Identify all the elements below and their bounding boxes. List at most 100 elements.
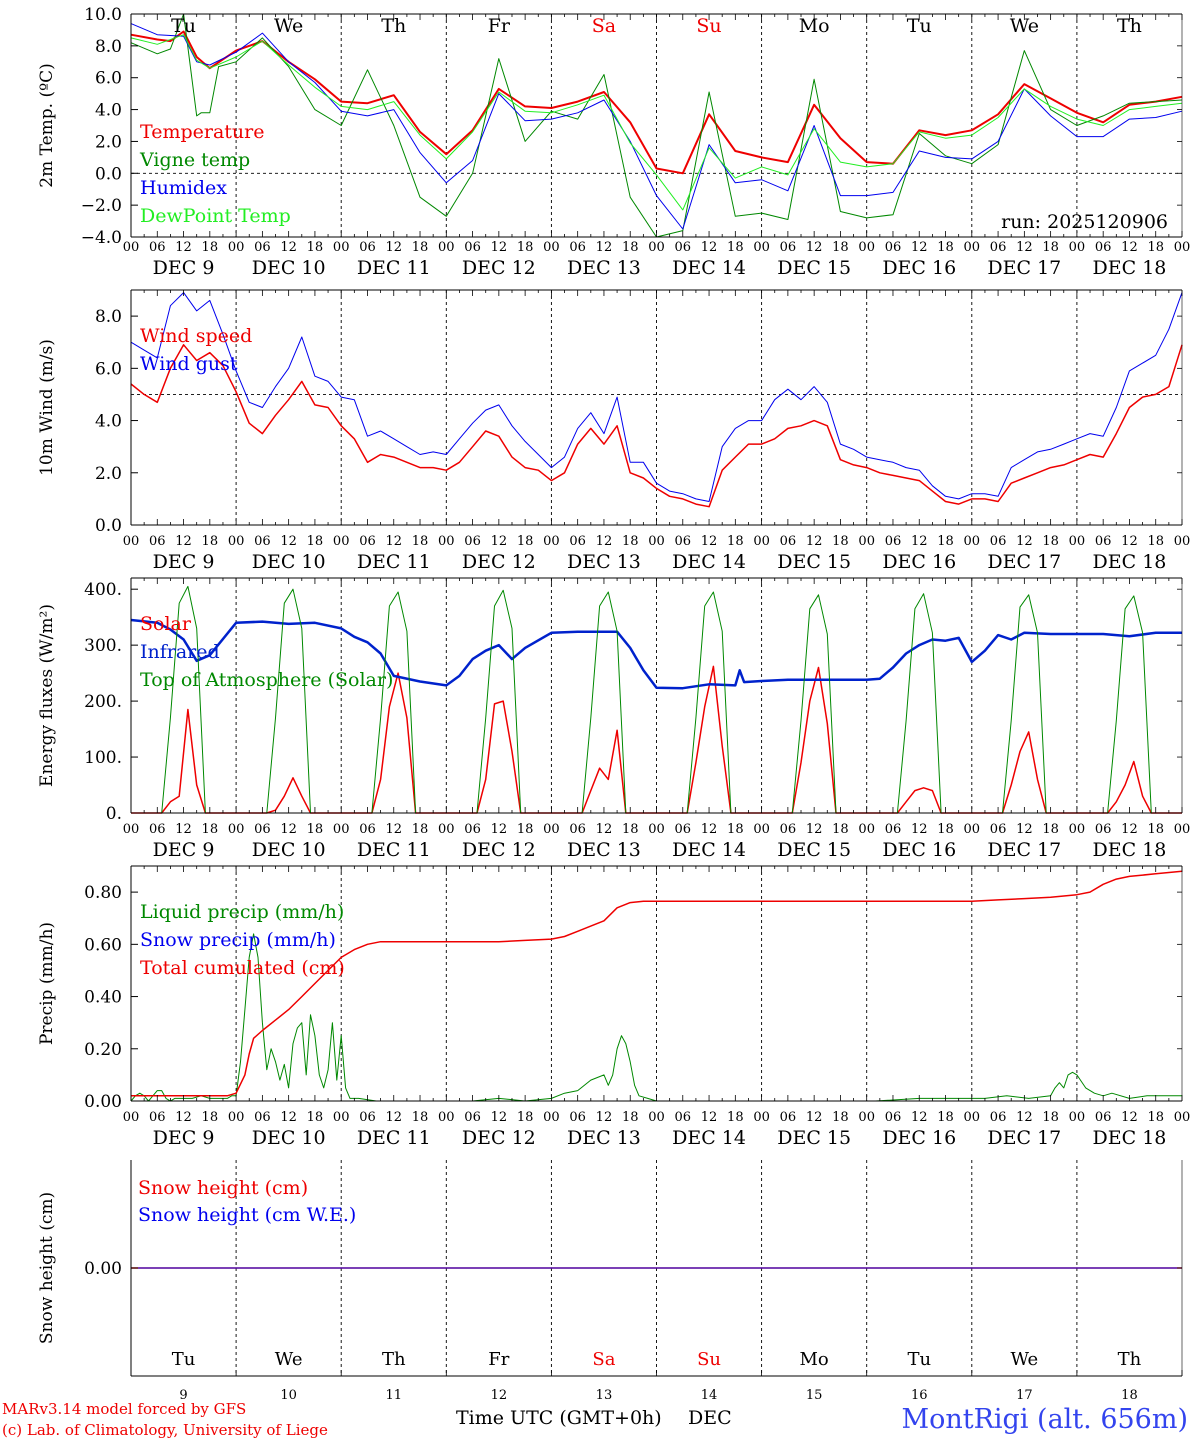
hour-label: 18 bbox=[307, 1110, 324, 1125]
y-tick-label: 2.0 bbox=[95, 464, 122, 484]
hour-label: 00 bbox=[1174, 1110, 1191, 1125]
weekday-label: Fr bbox=[488, 15, 511, 37]
hour-label: 18 bbox=[412, 822, 429, 837]
hour-label: 00 bbox=[648, 534, 665, 549]
wind-y-axis-title: 10m Wind (m/s) bbox=[37, 339, 57, 476]
date-label: DEC 17 bbox=[987, 1127, 1061, 1149]
hour-label: 12 bbox=[1121, 534, 1138, 549]
hour-label: 12 bbox=[911, 1110, 928, 1125]
hour-label: 06 bbox=[780, 240, 797, 255]
weekday-label: Th bbox=[1118, 1349, 1142, 1370]
hour-label: 12 bbox=[911, 534, 928, 549]
hour-label: 12 bbox=[806, 1110, 823, 1125]
hour-label: 12 bbox=[491, 534, 508, 549]
hour-label: 12 bbox=[701, 822, 718, 837]
hour-label: 06 bbox=[359, 822, 376, 837]
date-label: DEC 16 bbox=[882, 1127, 956, 1149]
hour-label: 18 bbox=[832, 534, 849, 549]
hour-label: 12 bbox=[385, 822, 402, 837]
hour-label: 12 bbox=[806, 534, 823, 549]
y-tick-label: 0.60 bbox=[84, 935, 122, 955]
hour-label: 06 bbox=[675, 822, 692, 837]
hour-label: 18 bbox=[307, 822, 324, 837]
date-label: DEC 13 bbox=[567, 1127, 641, 1149]
y-tick-label: 8.0 bbox=[95, 307, 122, 327]
date-label: DEC 15 bbox=[777, 551, 851, 573]
hour-label: 06 bbox=[569, 534, 586, 549]
hour-label: 00 bbox=[753, 240, 770, 255]
hour-label: 18 bbox=[1147, 1110, 1164, 1125]
legend-liquid-precip-mm-h-: Liquid precip (mm/h) bbox=[140, 901, 344, 923]
hour-label: 00 bbox=[648, 1110, 665, 1125]
hour-label: 06 bbox=[464, 534, 481, 549]
hour-label: 06 bbox=[885, 1110, 902, 1125]
hour-label: 12 bbox=[1016, 240, 1033, 255]
snow-panel: 0.00 Snow height (cm) Snow height (cm) Snow… bbox=[37, 1160, 1183, 1403]
y-tick-label: 0.20 bbox=[84, 1040, 122, 1060]
hour-label: 12 bbox=[1016, 1110, 1033, 1125]
energy-series-infrared bbox=[130, 618, 1182, 690]
temp-series-dewpoint-temp bbox=[130, 34, 1183, 211]
y-tick-label: 300. bbox=[84, 636, 122, 656]
day-number-label: 12 bbox=[491, 1388, 508, 1403]
hour-label: 00 bbox=[438, 534, 455, 549]
date-label: DEC 18 bbox=[1093, 839, 1167, 861]
y-tick-label: 2.0 bbox=[95, 132, 122, 152]
date-label: DEC 14 bbox=[672, 551, 746, 573]
hour-label: 06 bbox=[1095, 240, 1112, 255]
hour-label: 18 bbox=[622, 822, 639, 837]
x-axis-unit: DEC bbox=[688, 1407, 732, 1429]
hour-label: 18 bbox=[1147, 240, 1164, 255]
hour-label: 18 bbox=[307, 240, 324, 255]
hour-label: 06 bbox=[254, 240, 271, 255]
hour-label: 00 bbox=[1174, 822, 1191, 837]
y-tick-label: −2.0 bbox=[81, 196, 122, 216]
hour-label: 06 bbox=[149, 534, 166, 549]
hour-label: 00 bbox=[123, 822, 140, 837]
hour-label: 00 bbox=[964, 240, 981, 255]
copyright-credit: (c) Lab. of Climatology, University of L… bbox=[2, 1421, 328, 1439]
hour-label: 18 bbox=[517, 1110, 534, 1125]
y-tick-label: 100. bbox=[84, 748, 122, 768]
hour-label: 06 bbox=[359, 534, 376, 549]
y-tick-label: 4.0 bbox=[95, 101, 122, 121]
hour-label: 18 bbox=[202, 822, 219, 837]
weekday-label: We bbox=[1011, 1349, 1039, 1370]
hour-label: 00 bbox=[438, 240, 455, 255]
hour-label: 18 bbox=[1147, 534, 1164, 549]
hour-label: 00 bbox=[333, 1110, 350, 1125]
hour-label: 18 bbox=[202, 240, 219, 255]
date-label: DEC 9 bbox=[153, 551, 215, 573]
y-tick-label: 0.40 bbox=[84, 988, 122, 1008]
hour-label: 00 bbox=[753, 822, 770, 837]
hour-label: 06 bbox=[990, 534, 1007, 549]
hour-label: 18 bbox=[727, 534, 744, 549]
weekday-label: Th bbox=[381, 15, 406, 37]
y-tick-label: 0. bbox=[106, 804, 122, 824]
hour-label: 00 bbox=[964, 1110, 981, 1125]
hour-label: 12 bbox=[385, 1110, 402, 1125]
legend-humidex: Humidex bbox=[140, 177, 227, 199]
weekday-label: Th bbox=[1117, 15, 1142, 37]
hour-label: 18 bbox=[622, 534, 639, 549]
weekday-label: We bbox=[274, 15, 303, 37]
hour-label: 12 bbox=[175, 534, 192, 549]
y-tick-label: 10.0 bbox=[84, 5, 122, 25]
hour-label: 00 bbox=[333, 822, 350, 837]
y-tick-label: 400. bbox=[84, 580, 122, 600]
hour-label: 18 bbox=[202, 534, 219, 549]
date-label: DEC 17 bbox=[987, 551, 1061, 573]
model-credit: MARv3.14 model forced by GFS bbox=[2, 1400, 246, 1418]
date-label: DEC 18 bbox=[1093, 257, 1167, 279]
hour-label: 12 bbox=[385, 240, 402, 255]
hour-label: 00 bbox=[648, 822, 665, 837]
day-number-label: 16 bbox=[911, 1388, 928, 1403]
hour-label: 12 bbox=[491, 822, 508, 837]
day-number-label: 15 bbox=[806, 1388, 823, 1403]
date-label: DEC 11 bbox=[357, 1127, 431, 1149]
weekday-label: Mo bbox=[799, 15, 830, 37]
hour-label: 12 bbox=[911, 822, 928, 837]
wind-series-wind-speed bbox=[130, 344, 1183, 508]
date-label: DEC 12 bbox=[462, 551, 536, 573]
